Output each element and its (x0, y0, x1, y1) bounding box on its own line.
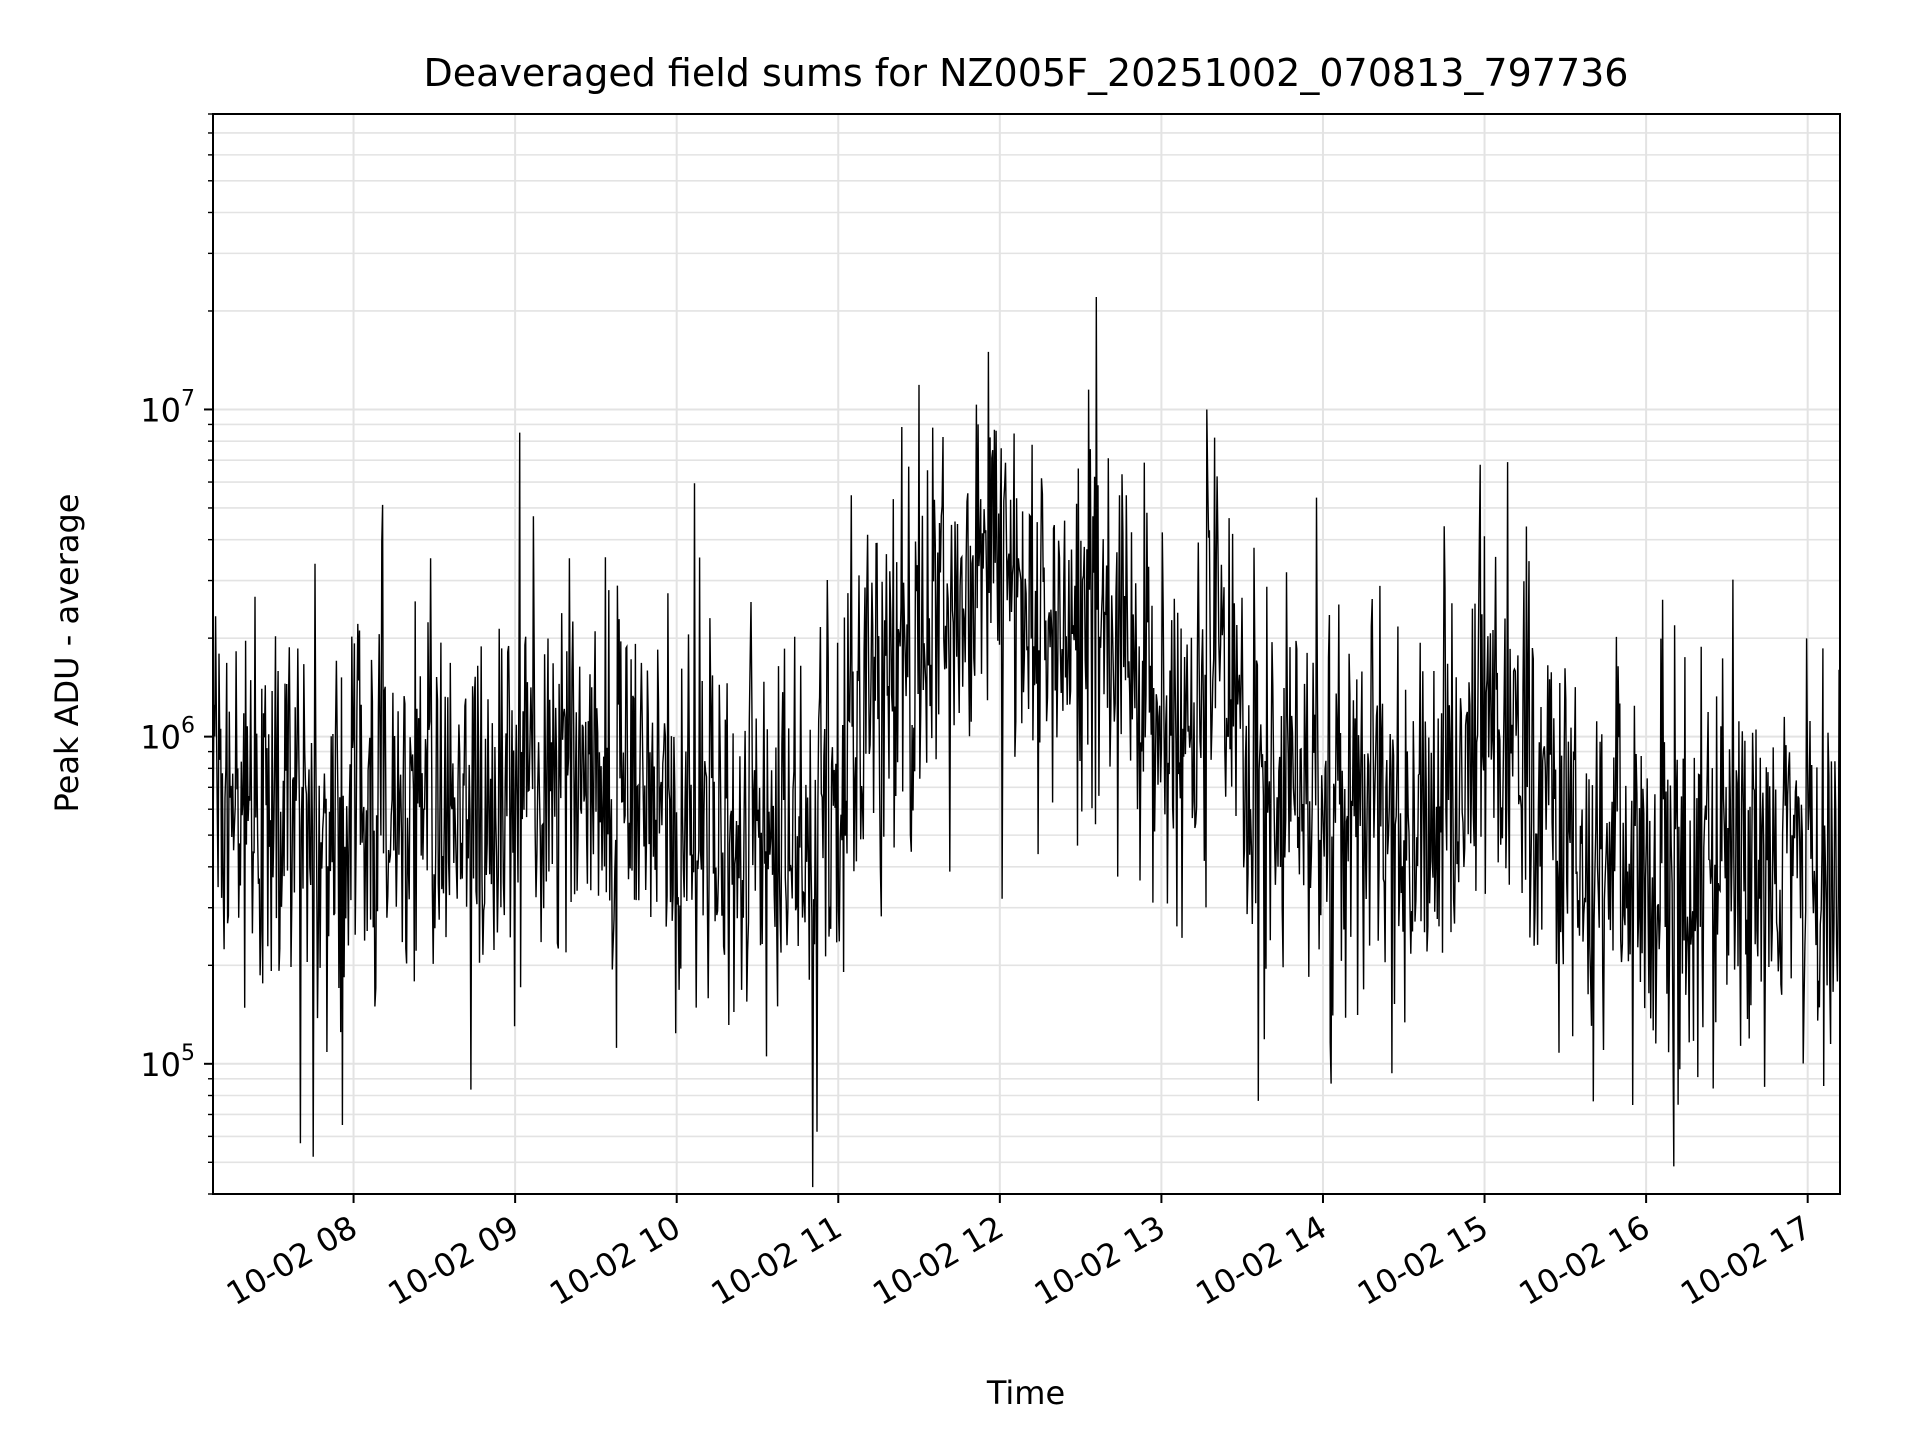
y-tick-label-base: 10 (140, 719, 181, 757)
plot-frame (212, 113, 1841, 1195)
chart-title: Deaveraged field sums for NZ005F_2025100… (424, 51, 1629, 95)
y-tick-label: 107 (140, 386, 195, 429)
y-tick-label-exponent: 5 (181, 1041, 195, 1066)
series-layer (212, 296, 1841, 1188)
series-line (212, 296, 1841, 1188)
y-tick-label-base: 10 (140, 391, 181, 429)
y-tick-label-exponent: 6 (181, 714, 195, 739)
y-tick-label: 105 (140, 1041, 195, 1084)
y-tick-label-exponent: 7 (181, 386, 195, 411)
y-tick-label: 106 (140, 714, 195, 757)
x-axis-label: Time (986, 1374, 1065, 1412)
y-tick-label-base: 10 (140, 1046, 181, 1084)
y-axis-label: Peak ADU - average (48, 494, 86, 813)
